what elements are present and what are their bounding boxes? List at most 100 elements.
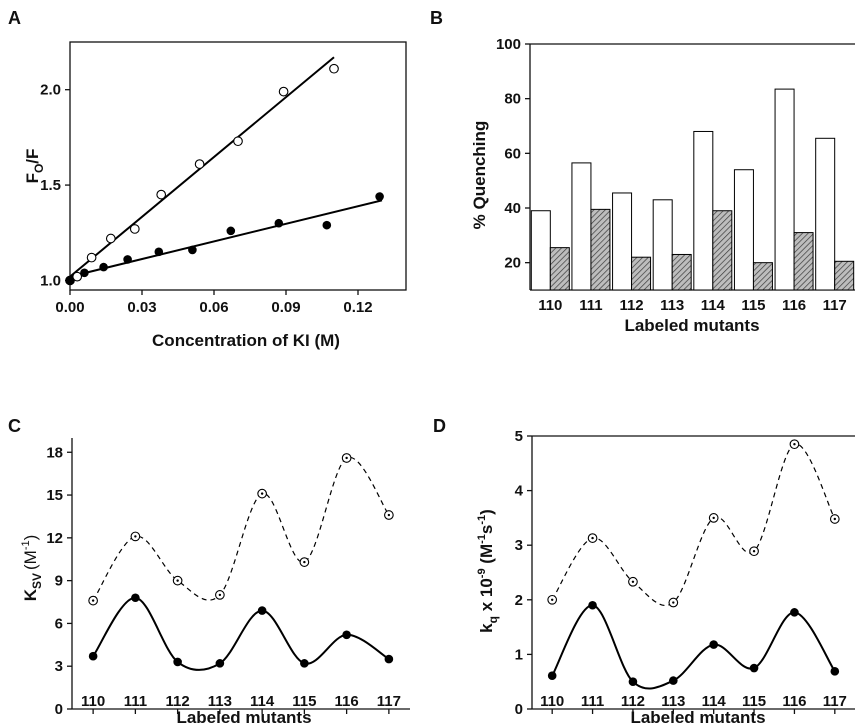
- panel-a-point-s2: [123, 255, 132, 264]
- panel-a-data: [65, 56, 384, 286]
- panel-b-y-tick-label: 100: [496, 36, 521, 53]
- panel-c-x-tick-label: 117: [377, 693, 401, 710]
- panel-a-point-s1: [329, 63, 339, 74]
- panel-a-x-tick-label: 0.03: [127, 299, 156, 316]
- panel-d-point-s1-dot: [631, 580, 635, 583]
- panel-b-x-tick-label: 110: [538, 297, 562, 314]
- panel-c-point-s1-dot: [387, 513, 391, 517]
- panel-d-point-s1: [628, 576, 638, 587]
- panel-d-x-axis-title: Labeled mutants: [630, 708, 765, 726]
- panel-b-bar-s2: [590, 208, 611, 291]
- panel-c-point-s1-dot: [218, 593, 222, 597]
- panel-a-point-s1: [129, 224, 140, 234]
- panel-d-y-tick-label: 0: [515, 701, 523, 718]
- panel-b-bar-s1: [774, 88, 795, 291]
- panel-b-y-tick-label: 60: [504, 145, 521, 162]
- panel-a: A 0.00 0.03 0.06 0.09 0.12 1.0 1.5 2.0 Concentr…: [8, 8, 407, 350]
- panel-b-bar-s1: [652, 199, 673, 291]
- panel-c-point-s1: [341, 453, 352, 463]
- panel-b-x-axis-title: Labeled mutants: [624, 316, 759, 335]
- panel-b-bar-s2: [712, 210, 733, 291]
- panel-c-x-axis-title: Labeled mutants: [176, 708, 311, 726]
- panel-a-point-s1: [194, 159, 205, 169]
- panel-c-point-s2: [342, 630, 351, 640]
- panel-d-x-tick-label: 113: [661, 693, 685, 710]
- panel-c-point-s1: [88, 595, 98, 606]
- panel-c-point-s2: [257, 606, 267, 615]
- panel-b: B 20 40 60 80 100 110 111 112 113 114 115 116 117 La…: [430, 8, 855, 335]
- panel-b-bar-s1: [693, 130, 714, 291]
- panel-c-y-tick-label: 9: [55, 573, 63, 590]
- panel-a-point-s2: [188, 245, 197, 255]
- panel-a-point-s1: [233, 136, 243, 147]
- panel-d-point-s1-dot: [591, 536, 594, 540]
- panel-d-point-s2: [669, 676, 678, 685]
- panel-b-bar-s2: [834, 260, 855, 291]
- panel-d-data: [547, 439, 840, 690]
- panel-d-curve-s1: [551, 443, 836, 606]
- panel-d-x-tick-label: 115: [742, 693, 766, 710]
- panel-a-point-s2: [274, 218, 284, 228]
- panel-a-point-s2: [226, 226, 236, 236]
- panel-c-point-s1-dot: [260, 492, 264, 495]
- panel-d-point-s1: [829, 514, 840, 524]
- panel-c-point-s1-dot: [91, 599, 95, 602]
- panel-c-point-s2: [131, 593, 140, 603]
- panel-b-x-tick-label: 113: [660, 297, 684, 314]
- panel-c-point-s2: [88, 651, 98, 661]
- panel-c-point-s1: [257, 488, 267, 499]
- panel-b-data: [530, 88, 855, 291]
- panel-c-x-tick-label: 112: [166, 693, 190, 710]
- panel-b-x-tick-label: 116: [782, 297, 806, 314]
- panel-d-x-tick-label: 116: [782, 693, 806, 710]
- panel-c-y-tick-label: 6: [55, 615, 63, 632]
- panel-d-x-tick-label: 114: [702, 693, 727, 710]
- panel-b-y-tick-label: 20: [504, 255, 521, 272]
- panel-a-point-s2: [99, 262, 108, 272]
- panel-b-x-tick-label: 111: [579, 297, 602, 314]
- panel-b-bar-s1: [571, 162, 592, 291]
- panel-c-point-s1: [172, 575, 183, 586]
- panel-b-x-tick-label: 112: [619, 297, 643, 314]
- panel-c-point-s1-dot: [345, 456, 348, 460]
- panel-a-y-axis-title: FO/F: [23, 149, 46, 184]
- panel-a-x-tick-label: 0.09: [271, 299, 300, 316]
- panel-c-point-s1-dot: [303, 560, 306, 564]
- panel-b-x-tick-label: 117: [823, 297, 847, 314]
- panel-b-bar-s1: [815, 137, 836, 291]
- panel-d-x-tick-label: 112: [621, 693, 645, 710]
- panel-d-y-axis-title: kq x 10-9 (M-1s-1): [476, 509, 500, 633]
- panel-d-point-s1: [749, 546, 759, 557]
- panel-b-bar-s2: [671, 253, 692, 291]
- panel-c-point-s1: [299, 557, 310, 567]
- panel-d-point-s1: [708, 513, 719, 523]
- panel-d-x-tick-label: 111: [581, 693, 604, 710]
- panel-c-y-tick-label: 12: [46, 530, 63, 547]
- panel-a-x-axis-title: Concentration of KI (M): [152, 331, 340, 350]
- panel-c-curve-s1: [92, 456, 390, 601]
- panel-d-point-s2: [830, 667, 840, 676]
- panel-a-plot-frame: [69, 41, 407, 291]
- panel-d-y-tick-label: 5: [515, 428, 523, 445]
- panel-a-point-s2: [65, 276, 75, 285]
- panel-d-y-tick-label: 3: [515, 537, 523, 554]
- panel-a-x-tick-label: 0.00: [55, 299, 84, 316]
- panel-b-bar-s1: [530, 210, 551, 291]
- panel-d-point-s1-dot: [550, 598, 554, 601]
- panel-a-point-s2: [80, 268, 89, 278]
- panel-c-point-s1: [215, 590, 225, 600]
- panel-c-x-tick-label: 113: [208, 693, 232, 710]
- panel-d-ticks: 0 1 2 3 4 5 110 111 112 113 114 115 116 117: [515, 428, 847, 718]
- panel-a-ticks: 0.00 0.03 0.06 0.09 0.12 1.0 1.5 2.0: [40, 82, 372, 316]
- panel-a-point-s1: [72, 271, 83, 282]
- panel-d-point-s1: [547, 594, 558, 605]
- panel-d-point-s1-dot: [833, 517, 837, 521]
- panel-d-point-s2: [709, 640, 718, 649]
- panel-b-y-tick-label: 80: [504, 91, 521, 108]
- panel-b-bar-s2: [752, 262, 773, 291]
- panel-a-point-s1: [105, 233, 116, 244]
- panel-c-y-tick-label: 18: [46, 444, 63, 461]
- panel-c-point-s1-dot: [134, 535, 137, 538]
- panel-a-y-tick-label: 1.0: [40, 272, 61, 289]
- panel-c-y-tick-label: 15: [46, 487, 63, 504]
